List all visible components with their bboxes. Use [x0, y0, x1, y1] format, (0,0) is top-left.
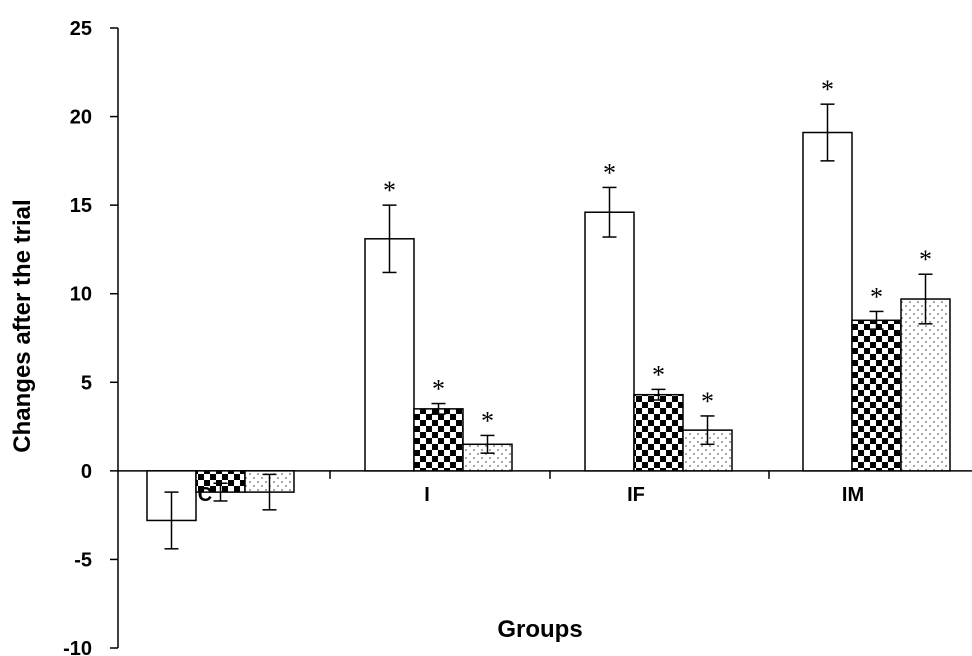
significance-star: *: [603, 158, 616, 187]
y-tick-label: 20: [70, 107, 92, 129]
significance-star: *: [652, 360, 665, 389]
bar-I-1: [364, 238, 415, 472]
y-tick-label: 25: [70, 18, 92, 40]
significance-star: *: [870, 282, 883, 311]
significance-star: *: [432, 375, 445, 404]
significance-star: *: [383, 176, 396, 205]
category-label-I: I: [424, 484, 430, 506]
bar-IM-3: [900, 298, 951, 472]
bar-IF-2: [633, 393, 684, 472]
bar-I-2: [413, 408, 464, 472]
y-tick-label: 5: [81, 372, 92, 394]
bar-IF-1: [584, 211, 635, 472]
category-label-IM: IM: [842, 484, 864, 506]
bar-IM-1: [802, 131, 853, 472]
y-tick-label: 15: [70, 195, 92, 217]
category-label-IF: IF: [627, 484, 645, 506]
y-tick-label: -5: [74, 549, 92, 571]
significance-markers: * * * * * * * * *: [383, 75, 932, 435]
y-tick-label: 10: [70, 284, 92, 306]
significance-star: *: [919, 245, 932, 274]
y-axis: -10 -5 0 5 10 15 20 25: [63, 18, 119, 656]
category-label-C: C: [198, 484, 212, 506]
bar-IM-2: [851, 319, 902, 472]
y-axis-title: Changes after the trial: [9, 199, 36, 452]
error-bars: [164, 103, 933, 550]
significance-star: *: [701, 387, 714, 416]
bars: [146, 131, 951, 522]
significance-star: *: [821, 75, 834, 104]
y-tick-label: 0: [81, 461, 92, 483]
x-axis-title: Groups: [497, 616, 582, 643]
significance-star: *: [481, 406, 494, 435]
y-tick-label: -10: [63, 638, 92, 656]
